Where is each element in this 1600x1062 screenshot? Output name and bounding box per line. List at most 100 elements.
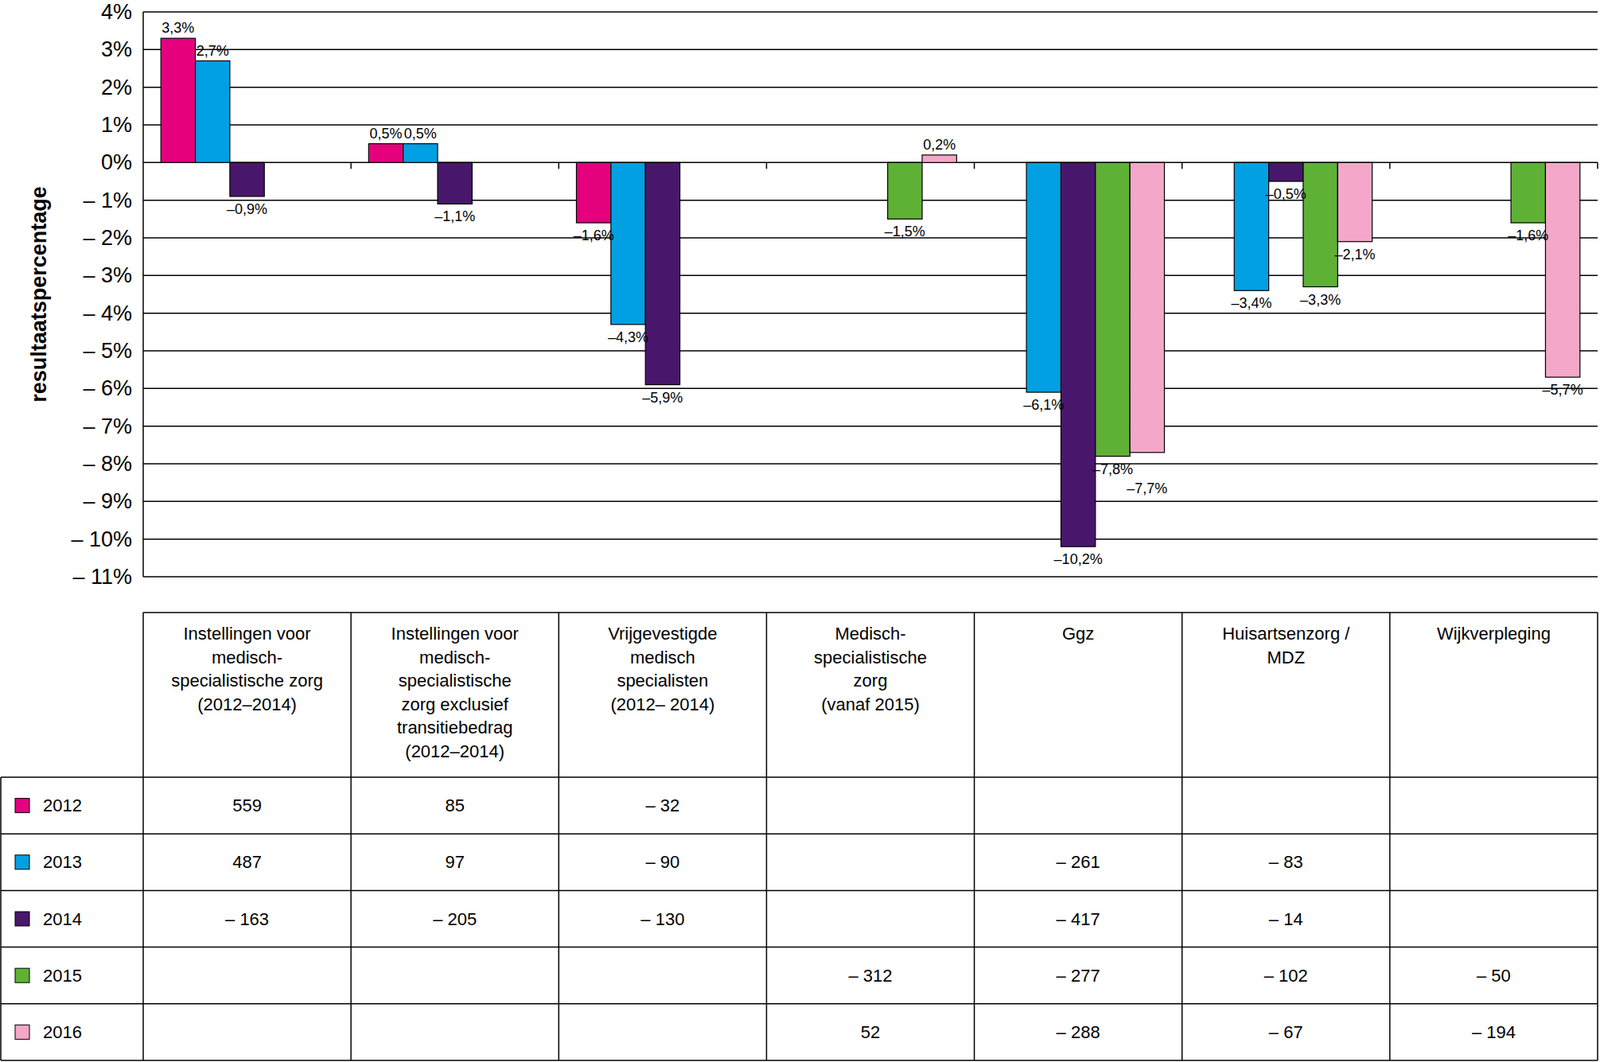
bar [1337,162,1372,242]
data-label: –1,1% [434,208,475,225]
legend-swatch [15,798,30,814]
tick-label: – 1% [82,188,133,213]
tick-label: – 2% [82,225,133,250]
tick-label: 0% [101,150,133,175]
table-value: – 32 [645,795,680,816]
bar [160,38,195,163]
legend-swatch [15,968,30,983]
bar [645,162,680,385]
table-line [0,1059,1598,1062]
category-label-line: Instellingen voor [391,623,519,644]
data-label: –0,5% [1265,186,1307,203]
grid-line [143,350,1598,352]
legend-label: 2016 [42,1022,82,1043]
category-label-line: (2012–2014) [404,741,505,762]
category-tick [350,162,352,169]
page: {"chart_data": { "type": "bar", "y_label… [0,0,1600,1062]
category-label-line: medisch- [419,647,491,668]
data-label: –1,5% [884,223,926,240]
grid-line [143,388,1598,390]
bar [229,162,265,197]
table-value: – 194 [1471,1022,1516,1043]
grid-line [143,86,1598,89]
category-tick [558,162,561,169]
tick-label: – 5% [82,338,133,363]
y-axis [142,11,145,577]
bar [1510,162,1546,223]
table-line [0,833,1598,835]
tick-label: 4% [101,0,133,24]
table-line [1389,612,1391,1061]
bar [1026,162,1061,393]
table-value: – 288 [1056,1022,1101,1043]
category-label: Medisch-specialistischezorg(vanaf 2015) [813,623,927,715]
category-label-line: specialistische [813,647,927,668]
tick-label: – 11% [72,564,133,589]
grid-line [143,124,1598,126]
data-labels: 3,3%2,7%–0,9%0,5%0,5%–1,1%–1,6%–4,3%–5,9… [161,19,1583,568]
tick-label: – 8% [82,451,133,476]
data-label: –6,1% [1023,397,1064,413]
category-label-line: specialistische zorg [171,670,324,691]
table-value: – 50 [1476,965,1511,986]
category-label: Instellingen voormedisch-specialistische… [391,623,519,762]
bar [1060,162,1095,547]
bar [1303,162,1338,287]
table-value: – 205 [432,909,477,930]
table-value: – 102 [1264,965,1309,986]
table-value: 85 [444,795,464,816]
grid-line [143,463,1598,465]
category-label: Ggz [1062,623,1094,644]
data-label: –7,7% [1126,480,1168,497]
legend-label: 2013 [42,852,82,873]
tick-label: – 9% [82,489,133,514]
bar [1129,162,1164,452]
table-line [1596,612,1599,1061]
category-label: Huisartsenzorg /MDZ [1222,623,1351,668]
tick-label: – 3% [82,263,133,288]
data-label: 3,3% [161,19,195,36]
data-label: –3,4% [1230,295,1272,312]
bar [1095,162,1130,456]
category-label-line: Vrijgevestigde [607,623,717,644]
grid-line [143,275,1598,277]
table-line [0,776,1598,779]
category-label: Wijkverpleging [1436,623,1551,644]
bar [922,155,957,163]
grid-line [143,425,1598,428]
data-table: Instellingen voor medisch-specialistische… [0,612,1598,1061]
table-line [350,612,352,1061]
grid: 4%3%2%1%0%– 1%– 2%– 3%– 4%– 5%– 6%– 7%– … [70,0,1598,589]
category-label: Instellingen voormedisch-specialistische… [171,623,324,715]
grid-line [143,199,1598,202]
table-line [973,612,976,1061]
bar [403,144,438,164]
table-value: 487 [232,852,262,873]
category-label-line: (vanaf 2015) [821,694,920,715]
grid-line [143,501,1598,503]
category-label-line: zorg exclusief [400,694,509,715]
category-tick [1181,162,1184,169]
bar [1269,162,1304,182]
tick-label: – 4% [82,301,133,326]
category-label-line: Medisch- [834,623,906,644]
category-label-line: Ggz [1062,623,1094,644]
tick-label: – 7% [82,414,133,439]
data-label: –3,3% [1300,291,1341,308]
tick-label: 1% [101,112,133,137]
legend-swatch [15,855,30,870]
grid-line [143,237,1598,239]
table-line [0,890,1598,892]
table-value: – 261 [1056,852,1101,873]
category-tick [1596,162,1599,169]
bar [576,162,611,223]
legend-swatch [15,1024,30,1040]
category-label-line: medisch [630,647,696,668]
table-line [142,612,145,1061]
category-label-line: MDZ [1266,647,1305,668]
tick-label: – 10% [70,527,133,552]
table-value: – 130 [640,909,685,930]
bar [368,144,403,164]
table-value: – 277 [1056,965,1101,986]
data-label: –7,8% [1092,461,1133,478]
